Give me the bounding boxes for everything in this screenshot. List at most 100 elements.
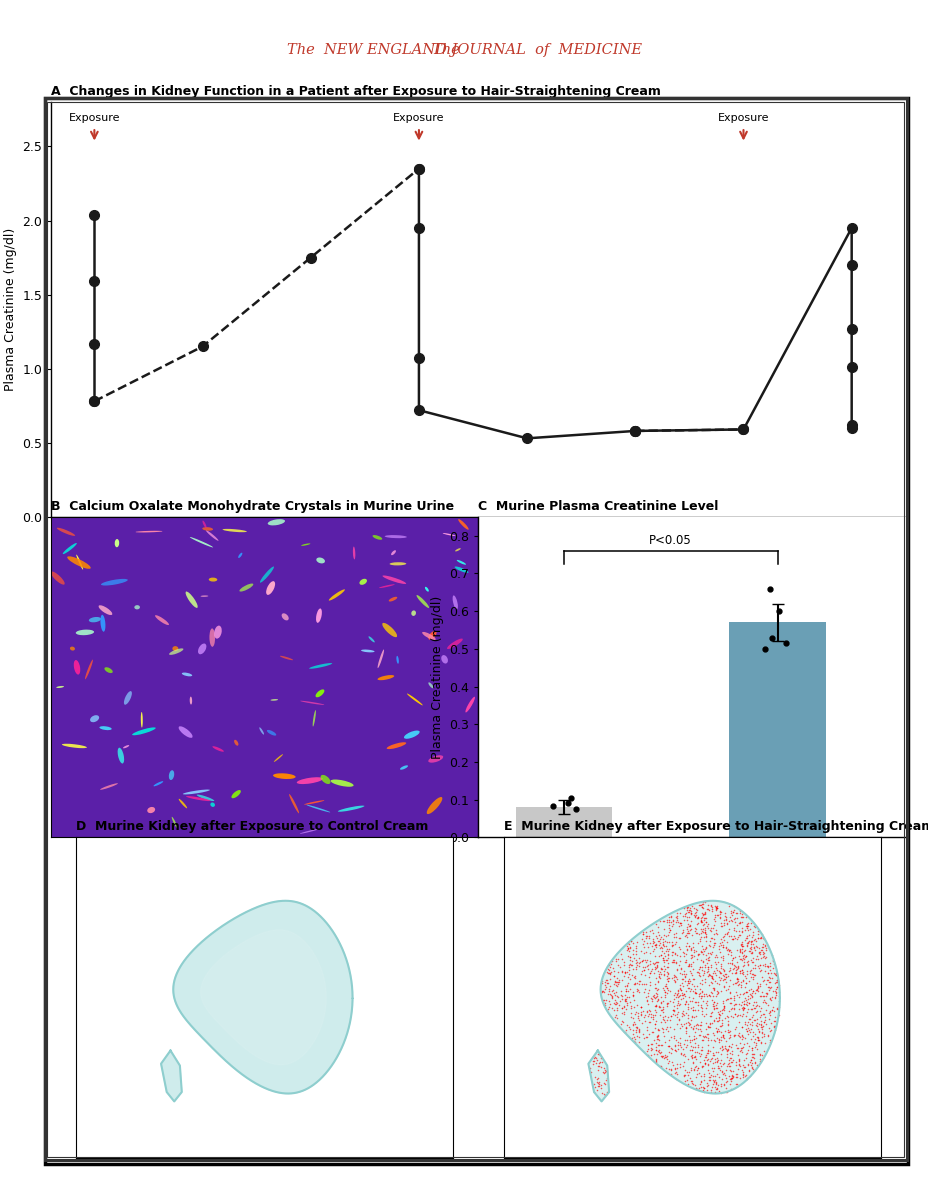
Point <box>651 996 666 1015</box>
Point <box>613 1003 628 1022</box>
Point <box>666 967 681 986</box>
Point <box>690 1078 705 1097</box>
Point <box>617 990 632 1009</box>
Point <box>669 982 684 1001</box>
Point <box>664 1039 678 1058</box>
Point <box>722 989 737 1008</box>
Point <box>711 940 726 959</box>
Point <box>765 997 780 1016</box>
Point <box>754 1018 768 1037</box>
Point <box>767 988 781 1007</box>
Point <box>660 968 675 988</box>
Point <box>722 982 737 1001</box>
Point <box>726 919 741 938</box>
Ellipse shape <box>353 546 354 559</box>
Point <box>667 935 682 954</box>
Ellipse shape <box>169 770 174 780</box>
Point <box>669 1007 684 1026</box>
Point <box>713 968 728 988</box>
Point <box>715 997 730 1016</box>
Point <box>753 949 767 968</box>
Point <box>728 961 742 980</box>
Point <box>586 1051 601 1070</box>
Point <box>762 953 777 972</box>
Point <box>767 989 781 1008</box>
Point <box>651 1030 665 1049</box>
Point <box>744 1058 759 1078</box>
Point <box>682 940 697 959</box>
Point <box>666 1006 681 1025</box>
Point <box>678 976 693 995</box>
Point <box>642 1046 657 1066</box>
Point <box>635 1001 650 1020</box>
Point <box>609 976 624 995</box>
Point <box>734 965 749 984</box>
Ellipse shape <box>377 649 383 668</box>
Point <box>690 914 704 934</box>
Point <box>713 1050 728 1069</box>
Point <box>720 1037 735 1056</box>
Point <box>729 928 744 947</box>
Point <box>747 992 762 1012</box>
Point <box>700 895 715 914</box>
Point <box>637 950 651 970</box>
Point <box>769 1000 784 1019</box>
Point <box>722 954 737 973</box>
Point <box>667 1058 682 1078</box>
Point <box>701 1018 715 1037</box>
Point <box>604 986 619 1006</box>
Point <box>741 1009 756 1028</box>
Point <box>600 960 615 979</box>
Point <box>716 931 731 950</box>
Point <box>677 1066 691 1085</box>
Point <box>597 972 612 991</box>
Point <box>644 960 659 979</box>
Point <box>658 978 673 997</box>
Point <box>715 1026 730 1045</box>
Point <box>705 986 720 1006</box>
Point <box>739 914 754 934</box>
Point <box>636 983 651 1002</box>
Point <box>696 928 711 947</box>
Point <box>756 1008 771 1027</box>
Point <box>744 1052 759 1072</box>
Point <box>668 985 683 1004</box>
Ellipse shape <box>400 766 407 769</box>
Point <box>750 929 765 948</box>
Point <box>720 896 735 916</box>
Point <box>671 947 686 966</box>
Point <box>650 1021 664 1040</box>
Point <box>717 1021 732 1040</box>
Point <box>691 958 706 977</box>
Point <box>623 998 638 1018</box>
Point <box>620 938 635 958</box>
Point <box>684 1040 699 1060</box>
Point <box>620 938 635 958</box>
Point <box>701 985 715 1004</box>
Point <box>669 904 684 923</box>
Point <box>728 958 742 977</box>
Point <box>758 938 773 958</box>
Point <box>721 1074 736 1093</box>
Point <box>680 923 695 942</box>
Point <box>751 943 766 962</box>
Point <box>658 994 673 1013</box>
Point <box>741 1015 756 1034</box>
Point <box>692 911 707 930</box>
Point <box>686 1026 701 1045</box>
Point <box>697 1027 712 1046</box>
Point <box>686 906 701 925</box>
Point <box>690 1036 704 1055</box>
Point <box>648 978 663 997</box>
Point <box>716 1063 731 1082</box>
Point <box>647 935 662 954</box>
Point <box>692 958 707 977</box>
Point <box>726 988 741 1007</box>
Point <box>725 948 740 967</box>
Point <box>695 905 710 924</box>
Point <box>740 986 754 1006</box>
Point <box>706 916 721 935</box>
Point <box>713 1044 728 1063</box>
Point <box>681 907 696 926</box>
Point <box>746 1010 761 1030</box>
